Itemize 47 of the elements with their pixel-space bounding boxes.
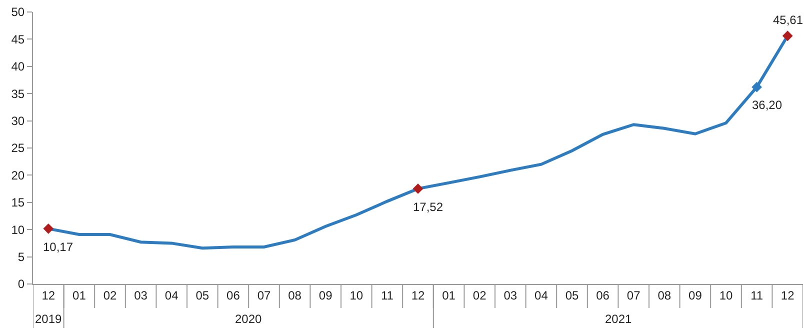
x-tick-label: 11 bbox=[750, 288, 764, 302]
y-tick-label: 5 bbox=[18, 250, 25, 264]
x-tick-label: 07 bbox=[626, 288, 641, 302]
data-label: 45,61 bbox=[773, 13, 804, 27]
x-tick-label: 06 bbox=[596, 288, 610, 302]
x-tick-label: 07 bbox=[257, 288, 271, 302]
data-label: 10,17 bbox=[43, 240, 74, 254]
x-tick-label: 08 bbox=[288, 288, 302, 302]
x-tick-label: 04 bbox=[534, 288, 548, 302]
y-tick-label: 50 bbox=[11, 5, 25, 20]
x-tick-label: 10 bbox=[719, 288, 733, 302]
x-tick-label: 12 bbox=[780, 288, 795, 302]
point bbox=[43, 223, 54, 234]
x-tick-label: 12 bbox=[411, 288, 425, 302]
y-tick-label: 10 bbox=[11, 222, 25, 237]
y-tick-label: 40 bbox=[11, 60, 25, 74]
x-tick-label: 05 bbox=[565, 288, 579, 302]
x-tick-label: 09 bbox=[318, 288, 333, 302]
x-tick-label: 03 bbox=[504, 288, 518, 302]
x-tick-label: 12 bbox=[42, 288, 56, 302]
y-tick-label: 15 bbox=[11, 196, 25, 210]
x-tick-label: 01 bbox=[72, 288, 86, 302]
x-tick-label: 09 bbox=[688, 288, 702, 302]
x-tick-label: 01 bbox=[442, 288, 456, 302]
x-tick-label: 04 bbox=[164, 288, 179, 302]
x-tick-label: 05 bbox=[196, 288, 210, 302]
x-tick-label: 10 bbox=[350, 288, 364, 302]
y-tick-label: 30 bbox=[11, 114, 25, 128]
y-tick-label: 35 bbox=[11, 86, 25, 101]
point bbox=[752, 82, 762, 92]
x-tick-label: 03 bbox=[134, 288, 148, 302]
text: 2019 bbox=[35, 312, 62, 326]
x-tick-label: 08 bbox=[658, 288, 672, 302]
y-tick-label: 0 bbox=[18, 277, 25, 292]
point bbox=[412, 183, 424, 194]
data-label: 17,52 bbox=[413, 200, 444, 214]
y-tick-label: 45 bbox=[11, 32, 25, 46]
y-tick-label: 20 bbox=[11, 168, 25, 182]
x-tick-label: 06 bbox=[226, 288, 240, 302]
data-label: 36,20 bbox=[752, 98, 782, 112]
x-tick-label: 02 bbox=[472, 288, 487, 302]
x-tick-label: 02 bbox=[103, 288, 117, 302]
y-tick-label: 25 bbox=[11, 141, 25, 156]
text: 2021 bbox=[605, 312, 632, 326]
text: 2020 bbox=[235, 312, 262, 326]
x-tick-label: 11 bbox=[380, 288, 394, 302]
point bbox=[782, 30, 793, 42]
